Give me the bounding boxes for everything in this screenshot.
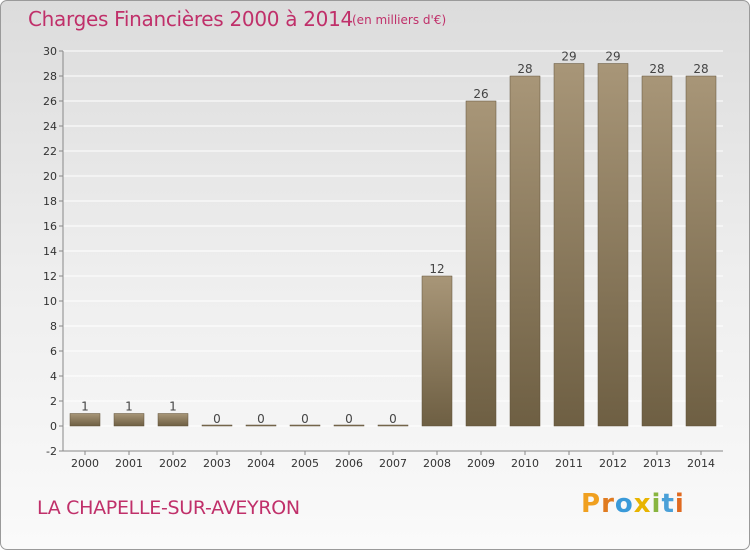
y-tick-label: 4: [50, 370, 57, 383]
logo-letter: o: [614, 489, 634, 519]
x-tick-label: 2005: [291, 457, 319, 470]
logo-letter: i: [651, 489, 662, 519]
x-tick-label: 2009: [467, 457, 495, 470]
logo-letter: i: [674, 489, 685, 519]
y-tick-label: 6: [50, 345, 57, 358]
y-tick-label: 18: [43, 195, 57, 208]
bar: [685, 75, 717, 427]
commune-name: LA CHAPELLE-SUR-AVEYRON: [37, 497, 300, 519]
y-tick-label: 26: [43, 95, 57, 108]
y-tick-label: 20: [43, 170, 57, 183]
x-tick-label: 2001: [115, 457, 143, 470]
y-tick-label: 12: [43, 270, 57, 283]
bar: [157, 413, 189, 427]
x-tick-label: 2008: [423, 457, 451, 470]
chart-title: Charges Financières 2000 à 2014: [28, 7, 353, 31]
proxiti-logo[interactable]: Proxiti: [581, 489, 685, 519]
y-tick-label: 22: [43, 145, 57, 158]
bar: [69, 413, 101, 427]
logo-letter: t: [661, 489, 675, 519]
x-tick-label: 2000: [71, 457, 99, 470]
x-tick-label: 2007: [379, 457, 407, 470]
y-tick-label: 28: [43, 70, 57, 83]
bar-value-label: 1: [169, 400, 177, 414]
y-tick-label: 2: [50, 395, 57, 408]
x-tick-label: 2006: [335, 457, 363, 470]
bar-value-label: 28: [517, 62, 532, 76]
bar-value-label: 28: [693, 62, 708, 76]
bar-value-label: 1: [81, 400, 89, 414]
y-tick-label: 14: [43, 245, 57, 258]
x-tick-label: 2004: [247, 457, 275, 470]
y-tick-label: -2: [46, 445, 57, 458]
y-tick-label: 0: [50, 420, 57, 433]
bar: [245, 424, 277, 427]
x-tick-label: 2010: [511, 457, 539, 470]
bar: [113, 413, 145, 427]
logo-letter: x: [633, 489, 652, 519]
x-tick-label: 2003: [203, 457, 231, 470]
bar: [289, 424, 321, 427]
bar: [597, 63, 629, 427]
bar-value-label: 0: [301, 412, 309, 426]
bar: [641, 75, 673, 427]
bar: [201, 424, 233, 427]
bar: [333, 424, 365, 427]
chart-subtitle: (en milliers d'€): [352, 13, 447, 27]
logo-letter: r: [601, 489, 615, 519]
x-tick-label: 2011: [555, 457, 583, 470]
y-tick-label: 16: [43, 220, 57, 233]
bar-value-label: 1: [125, 400, 133, 414]
x-tick-label: 2013: [643, 457, 671, 470]
y-tick-label: 30: [43, 45, 57, 58]
logo-letter: P: [581, 489, 602, 519]
bar: [465, 100, 497, 427]
x-tick-label: 2002: [159, 457, 187, 470]
bar: [553, 63, 585, 427]
bar-value-label: 0: [345, 412, 353, 426]
bar: [377, 424, 409, 427]
bar-value-label: 12: [429, 262, 444, 276]
bar-value-label: 0: [389, 412, 397, 426]
x-tick-label: 2012: [599, 457, 627, 470]
bar-value-label: 0: [213, 412, 221, 426]
y-tick-label: 10: [43, 295, 57, 308]
bar-value-label: 0: [257, 412, 265, 426]
bar-value-label: 26: [473, 87, 488, 101]
bar-value-label: 29: [561, 50, 576, 64]
bar-value-label: 28: [649, 62, 664, 76]
y-tick-label: 24: [43, 120, 57, 133]
bar-value-label: 29: [605, 50, 620, 64]
x-tick-label: 2014: [687, 457, 715, 470]
bar: [509, 75, 541, 427]
y-tick-label: 8: [50, 320, 57, 333]
bar: [421, 275, 453, 427]
